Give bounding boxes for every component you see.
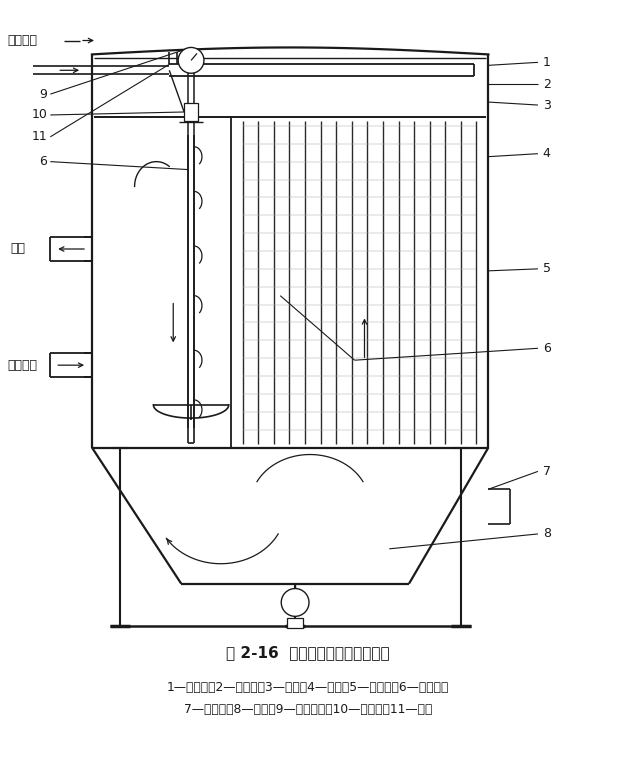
Text: 净气: 净气	[10, 243, 26, 256]
Circle shape	[178, 47, 204, 74]
Text: 1—上箱体；2—喷吹管；3—花板；4—滤袋；5—中箱体；6—圆盘阀；: 1—上箱体；2—喷吹管；3—花板；4—滤袋；5—中箱体；6—圆盘阀；	[167, 681, 449, 694]
Text: 8: 8	[543, 528, 551, 540]
Text: 3: 3	[543, 98, 551, 112]
Text: 1: 1	[543, 56, 551, 69]
Text: 6: 6	[39, 155, 48, 168]
Text: 4: 4	[543, 147, 551, 160]
Text: 含尘气体: 含尘气体	[8, 359, 38, 372]
Text: 压缩空气: 压缩空气	[8, 34, 38, 47]
Text: 9: 9	[39, 88, 48, 101]
Text: 6: 6	[543, 342, 551, 355]
Bar	[184, 103, 198, 121]
Text: 图 2-16  长袋低压脉冲袋式除尘器: 图 2-16 长袋低压脉冲袋式除尘器	[226, 646, 390, 660]
Text: 11: 11	[31, 130, 48, 143]
Text: 10: 10	[31, 109, 48, 122]
Text: 5: 5	[543, 263, 551, 275]
Bar	[287, 618, 303, 629]
Text: 7—挡风板；8—灰斗；9—电动推杆；10—脉冲阀；11—气包: 7—挡风板；8—灰斗；9—电动推杆；10—脉冲阀；11—气包	[184, 703, 432, 716]
Text: 2: 2	[543, 78, 551, 91]
Text: 7: 7	[543, 465, 551, 478]
Circle shape	[281, 588, 309, 616]
